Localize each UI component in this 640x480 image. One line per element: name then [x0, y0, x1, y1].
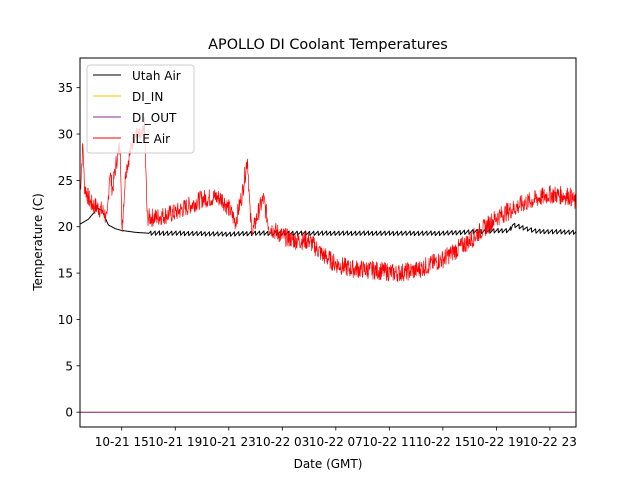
chart-title: APOLLO DI Coolant Temperatures	[208, 37, 448, 53]
x-tick-label: 10-22 07	[309, 435, 363, 449]
series-layer	[79, 117, 577, 413]
axes-frame	[79, 57, 577, 428]
series-line-utah-air	[79, 207, 577, 237]
y-tick-label: 0	[65, 406, 73, 420]
legend-label-ile-air: ILE Air	[132, 132, 170, 146]
y-tick-label: 35	[58, 81, 73, 95]
legend: Utah Air DI_IN DI_OUT ILE Air	[86, 64, 195, 154]
x-axis-label: Date (GMT)	[294, 457, 363, 471]
x-tick-label: 10-21 23	[202, 435, 256, 449]
x-tick-label: 10-22 03	[255, 435, 309, 449]
x-tick-label: 10-22 19	[469, 435, 523, 449]
y-tick-label: 15	[58, 267, 73, 281]
x-axis: 10-21 15 10-21 19 10-21 23 10-22 03 10-22 07…	[95, 427, 577, 449]
x-tick-label: 10-21 19	[148, 435, 202, 449]
x-tick-label: 10-22 11	[362, 435, 416, 449]
legend-label-di-out: DI_OUT	[132, 111, 177, 125]
y-axis: 0 5 10 15 20 25 30 35	[58, 81, 80, 420]
legend-box	[86, 64, 195, 154]
x-tick-label: 10-22 15	[416, 435, 470, 449]
x-tick-label: 10-22 23	[523, 435, 577, 449]
y-axis-label: Temperature (C)	[31, 193, 45, 292]
y-tick-label: 5	[65, 359, 73, 373]
legend-label-di-in: DI_IN	[132, 90, 163, 104]
series-line-ile-air	[79, 117, 577, 283]
y-tick-label: 30	[58, 128, 73, 142]
y-tick-label: 10	[58, 313, 73, 327]
legend-label-utah-air: Utah Air	[132, 69, 181, 83]
x-tick-label: 10-21 15	[95, 435, 149, 449]
y-tick-label: 20	[58, 220, 73, 234]
y-tick-label: 25	[58, 174, 73, 188]
